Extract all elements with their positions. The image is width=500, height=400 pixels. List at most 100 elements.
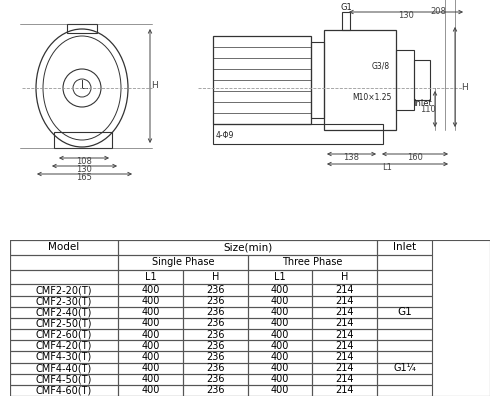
Bar [10, 374, 118, 385]
Text: CMF2-40(T): CMF2-40(T) [36, 307, 92, 317]
Text: Single Phase: Single Phase [152, 257, 214, 267]
Text: 236: 236 [206, 363, 225, 373]
Bar [377, 296, 432, 307]
Bar [248, 385, 312, 396]
Bar [118, 329, 183, 340]
Bar [312, 318, 377, 329]
Bar [377, 351, 432, 362]
Bar [67, 24, 97, 33]
Text: 214: 214 [336, 285, 354, 295]
Bar [10, 284, 118, 296]
Text: CMF4-20(T): CMF4-20(T) [36, 341, 92, 351]
Bar [312, 374, 377, 385]
Text: 214: 214 [336, 318, 354, 328]
Bar [414, 60, 430, 100]
Bar [248, 374, 312, 385]
Text: 214: 214 [336, 330, 354, 340]
Text: L1: L1 [382, 164, 392, 172]
Text: G1: G1 [340, 4, 352, 12]
Bar [10, 351, 118, 362]
Bar [312, 340, 377, 351]
Bar [213, 36, 311, 124]
Bar [248, 351, 312, 362]
Bar [183, 374, 248, 385]
Text: CMF4-30(T): CMF4-30(T) [36, 352, 92, 362]
Text: 110: 110 [420, 104, 436, 114]
Text: 400: 400 [271, 296, 289, 306]
Text: 400: 400 [271, 374, 289, 384]
Text: 400: 400 [141, 374, 160, 384]
Bar [377, 340, 432, 351]
Text: H: H [152, 82, 158, 90]
Bar [377, 318, 432, 329]
Bar [10, 385, 118, 396]
Text: 400: 400 [271, 352, 289, 362]
Bar [118, 362, 183, 374]
Bar [183, 329, 248, 340]
Text: 4-Φ9: 4-Φ9 [216, 130, 234, 140]
Bar [118, 318, 183, 329]
Text: 400: 400 [271, 386, 289, 396]
Bar [312, 351, 377, 362]
Bar [377, 374, 432, 385]
Text: Size(min): Size(min) [223, 242, 272, 252]
Bar [118, 296, 183, 307]
Bar [10, 340, 118, 351]
Text: 214: 214 [336, 341, 354, 351]
Bar [396, 50, 414, 110]
Bar [377, 255, 432, 270]
Text: H: H [461, 84, 468, 92]
Text: CMF4-40(T): CMF4-40(T) [36, 363, 92, 373]
Text: 108: 108 [76, 158, 92, 166]
Text: 400: 400 [141, 363, 160, 373]
Bar [118, 270, 183, 284]
Text: 236: 236 [206, 341, 225, 351]
Bar [312, 385, 377, 396]
Text: 236: 236 [206, 285, 225, 295]
Text: 236: 236 [206, 374, 225, 384]
Bar [118, 284, 183, 296]
Bar [312, 329, 377, 340]
Text: M10×1.25: M10×1.25 [352, 94, 392, 102]
Bar [118, 240, 377, 255]
Bar [312, 307, 377, 318]
Text: G1¹⁄₄: G1¹⁄₄ [394, 363, 416, 373]
Bar [54, 132, 112, 148]
Text: 400: 400 [271, 318, 289, 328]
Bar [118, 385, 183, 396]
Bar [10, 270, 118, 284]
Text: 130: 130 [76, 166, 92, 174]
Text: CMF2-20(T): CMF2-20(T) [36, 285, 92, 295]
Bar [183, 318, 248, 329]
Bar [118, 340, 183, 351]
Text: L1: L1 [274, 272, 286, 282]
Text: 400: 400 [141, 341, 160, 351]
Bar [377, 329, 432, 340]
Bar [118, 374, 183, 385]
Text: 400: 400 [271, 307, 289, 317]
Text: Model: Model [48, 242, 80, 252]
Bar [183, 270, 248, 284]
Bar [248, 329, 312, 340]
Bar [183, 307, 248, 318]
Bar [213, 124, 383, 144]
Text: 400: 400 [141, 318, 160, 328]
Text: 165: 165 [76, 174, 92, 182]
Text: 236: 236 [206, 352, 225, 362]
Bar [10, 255, 118, 270]
Bar [248, 270, 312, 284]
Bar [10, 307, 118, 318]
Bar [324, 30, 396, 130]
Bar [377, 362, 432, 374]
Text: 160: 160 [407, 154, 423, 162]
Bar [248, 318, 312, 329]
Bar [312, 296, 377, 307]
Text: 400: 400 [141, 386, 160, 396]
Bar [377, 240, 432, 255]
Text: 236: 236 [206, 386, 225, 396]
Text: 400: 400 [141, 285, 160, 295]
Text: G1: G1 [398, 307, 412, 317]
Text: 400: 400 [271, 330, 289, 340]
Text: H: H [341, 272, 348, 282]
Bar [377, 284, 432, 296]
